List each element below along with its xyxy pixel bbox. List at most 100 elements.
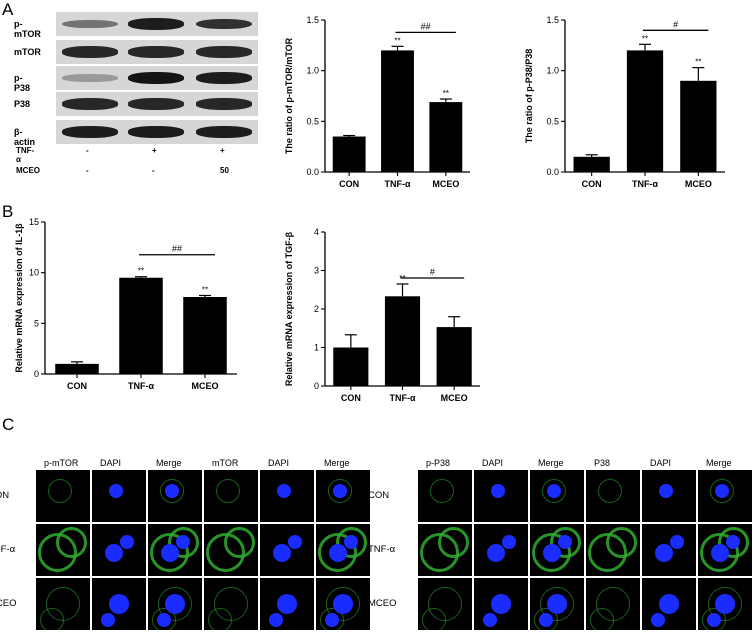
y-tick-label: 5	[34, 318, 39, 328]
micro-column-header: Merge	[324, 458, 350, 468]
bar	[183, 296, 227, 374]
micro-row-label: MCEO	[0, 598, 17, 609]
condition-value: +	[152, 146, 157, 155]
chart-p-mtor-ratio: 0.0 0.5 1.0 1.5 The ratio of p-mTOR/mTOR CON *…	[284, 15, 470, 189]
significance-mark: **	[138, 267, 144, 276]
green-cell-signal	[710, 478, 735, 503]
blot-band	[62, 19, 118, 29]
y-tick-label: 0	[314, 381, 319, 391]
micrograph-cell	[586, 524, 640, 576]
blue-nucleus	[333, 483, 348, 498]
green-cell-signal	[335, 526, 367, 558]
micrograph-cell	[642, 524, 696, 576]
micrograph-cell	[698, 578, 752, 630]
y-tick-label: 0.5	[546, 116, 559, 126]
micrograph-cell	[642, 470, 696, 522]
blue-nucleus	[547, 483, 562, 498]
micro-column-header: DAPI	[100, 458, 122, 468]
x-tick-label: CON	[67, 381, 87, 391]
green-cell-signal	[48, 478, 73, 503]
comparison-mark: #	[673, 19, 678, 29]
y-tick-label: 0.0	[306, 167, 319, 177]
x-tick-label: MCEO	[432, 179, 459, 189]
y-tick-label: 2	[314, 304, 319, 314]
blue-nucleus	[491, 594, 511, 614]
blot-band	[196, 46, 252, 58]
micrograph-cell	[148, 524, 202, 576]
blue-nucleus	[288, 535, 303, 550]
blot-band	[128, 98, 184, 110]
micrograph-cell	[530, 470, 584, 522]
green-cell-signal	[55, 526, 87, 558]
blue-nucleus	[502, 535, 517, 550]
green-cell-signal	[542, 478, 567, 503]
micro-column-header: Merge	[538, 458, 564, 468]
micro-column-header: Merge	[156, 458, 182, 468]
y-tick-label: 0	[34, 369, 39, 379]
blue-nucleus	[109, 594, 129, 614]
blue-nucleus	[325, 612, 340, 627]
blue-nucleus	[109, 483, 124, 498]
green-cell-signal	[422, 607, 447, 630]
y-tick-label: 1.5	[546, 15, 559, 25]
blot-row-label: P38	[14, 99, 31, 109]
condition-value: +	[220, 146, 225, 155]
micro-column-header: DAPI	[268, 458, 290, 468]
bar	[436, 327, 472, 386]
green-cell-signal	[605, 526, 637, 558]
blot-band	[128, 18, 184, 30]
bar	[333, 347, 369, 386]
x-tick-label: MCEO	[192, 381, 219, 391]
blot-band	[196, 126, 252, 138]
comparison-mark: #	[430, 267, 435, 277]
green-cell-signal	[598, 478, 623, 503]
micrograph-cell	[698, 470, 752, 522]
blue-nucleus	[104, 543, 123, 562]
blue-nucleus	[486, 543, 505, 562]
micrograph-cell	[474, 524, 528, 576]
micrograph-cell	[316, 470, 370, 522]
micrograph-cell	[92, 524, 146, 576]
bar	[573, 156, 610, 172]
micrograph-cell	[530, 524, 584, 576]
micro-column-header: DAPI	[650, 458, 672, 468]
x-tick-label: CON	[341, 393, 361, 403]
micrograph-cell	[474, 470, 528, 522]
blue-nucleus	[165, 594, 185, 614]
y-tick-label: 1.0	[306, 66, 319, 76]
blue-nucleus	[659, 594, 679, 614]
green-cell-signal	[167, 526, 199, 558]
significance-mark: **	[642, 34, 648, 43]
condition-value: 50	[220, 166, 229, 175]
blue-nucleus	[333, 594, 353, 614]
blot-band	[128, 72, 184, 84]
micro-column-header: p-P38	[426, 458, 451, 468]
micrograph-cell	[204, 470, 258, 522]
y-tick-label: 3	[314, 266, 319, 276]
bar	[626, 50, 664, 172]
x-tick-label: CON	[339, 179, 359, 189]
x-tick-label: CON	[582, 179, 602, 189]
green-cell-signal	[208, 607, 233, 630]
bar	[332, 136, 366, 172]
condition-value: -	[86, 166, 89, 175]
micrograph-cell	[260, 524, 314, 576]
blue-nucleus	[726, 535, 741, 550]
micro-column-header: mTOR	[212, 458, 239, 468]
bar	[429, 102, 463, 172]
blot-band	[128, 126, 184, 138]
y-tick-label: 0.5	[306, 116, 319, 126]
micrograph-cell	[36, 524, 90, 576]
panel-letter-c: C	[2, 415, 15, 434]
micrograph-cell	[474, 578, 528, 630]
micro-row-label: TNF-α	[368, 544, 396, 555]
blot-band	[62, 126, 118, 138]
green-cell-signal	[430, 478, 455, 503]
blue-nucleus	[165, 483, 180, 498]
y-tick-label: 1	[314, 343, 319, 353]
blue-nucleus	[176, 535, 191, 550]
micro-row-label: MCEO	[368, 598, 397, 609]
bar	[119, 277, 163, 374]
blot-band	[196, 98, 252, 110]
y-tick-label: 1.5	[306, 15, 319, 25]
